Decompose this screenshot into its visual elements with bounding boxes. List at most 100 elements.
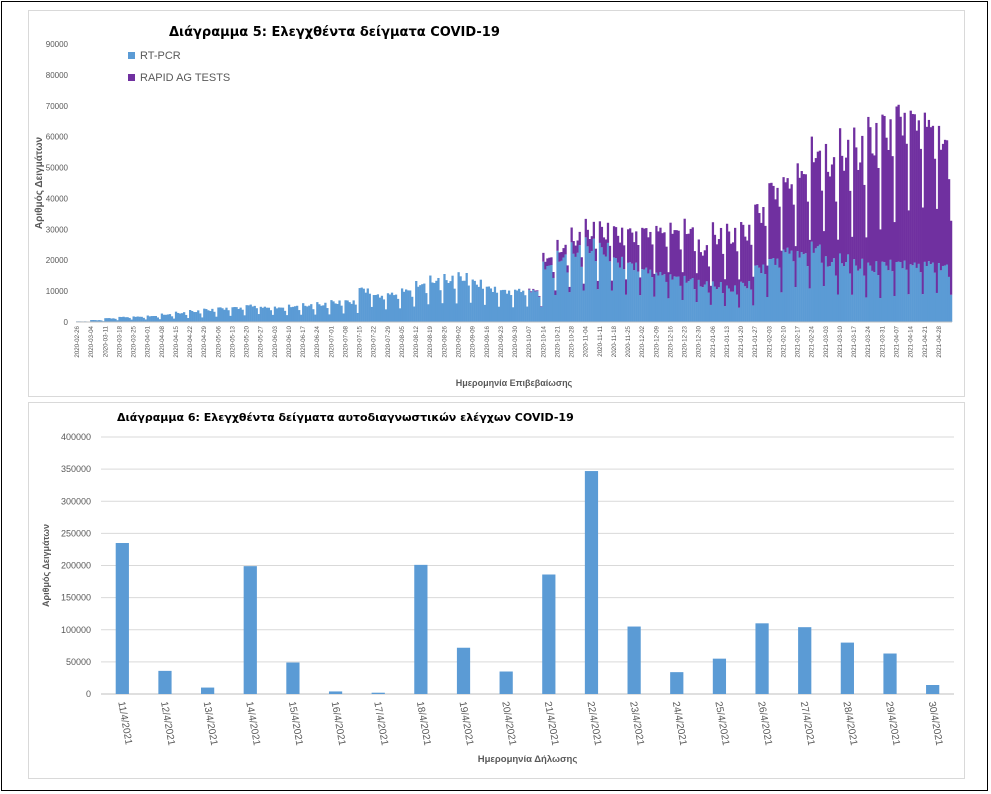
- bar-rt-pcr: [271, 314, 275, 322]
- bar-rt-pcr: [548, 265, 551, 322]
- bar-rt-pcr: [160, 313, 164, 322]
- bar-rt-pcr: [467, 285, 470, 322]
- bar-rt-pcr: [219, 307, 222, 322]
- bar-rapid-ag: [556, 239, 559, 251]
- x-tick-label: 2021-01-27: [752, 325, 759, 357]
- bar-rt-pcr: [318, 304, 321, 322]
- bar-rt-pcr: [544, 269, 547, 322]
- bar-rapid-ag: [738, 279, 741, 308]
- bar-rt-pcr: [931, 262, 935, 322]
- bar-rt-pcr: [281, 307, 285, 322]
- bar-rapid-ag: [717, 239, 721, 288]
- bar-rt-pcr: [734, 285, 737, 322]
- bar-rapid-ag: [907, 210, 910, 295]
- bar-rapid-ag: [756, 204, 759, 266]
- bar-rapid-ag: [614, 227, 618, 259]
- bar-rt-pcr: [221, 308, 224, 322]
- bar-rapid-ag: [725, 223, 729, 286]
- bar-rt-pcr: [394, 294, 398, 322]
- y-tick-label: 0: [86, 689, 91, 699]
- bar-rapid-ag: [669, 222, 672, 275]
- bar-rt-pcr: [891, 271, 894, 322]
- bar-rt-pcr: [427, 304, 430, 322]
- bar-rt-pcr: [217, 307, 220, 322]
- x-tick-label: 14/4/2021: [243, 701, 262, 747]
- bar-rapid-ag: [810, 136, 813, 242]
- x-tick-label: 2020-07-29: [385, 325, 392, 357]
- bar-rapid-ag: [649, 231, 652, 270]
- x-tick-label: 2020-02-26: [74, 325, 81, 357]
- bar-rt-pcr: [748, 281, 751, 322]
- bar-rapid-ag: [796, 163, 799, 252]
- bar-rapid-ag: [746, 240, 749, 289]
- bar-rapid-ag: [925, 126, 929, 267]
- bar-rt-pcr: [122, 316, 125, 322]
- selftests-chart: Διάγραμμα 6: Ελεγχθέντα δείγματα αυτοδια…: [41, 411, 954, 765]
- bar-rapid-ag: [877, 167, 880, 276]
- bar-selftests: [115, 543, 129, 694]
- bar-rt-pcr: [727, 288, 731, 322]
- x-tick-label: 2021-03-31: [879, 325, 886, 357]
- x-tick-label: 22/4/2021: [585, 701, 604, 747]
- x-tick-label: 19/4/2021: [457, 701, 476, 747]
- bar-rt-pcr: [338, 300, 341, 322]
- bar-rapid-ag: [643, 228, 646, 270]
- bar-rapid-ag: [828, 176, 832, 267]
- bar-rt-pcr: [402, 291, 406, 322]
- x-tick-label: 2020-04-15: [173, 325, 180, 357]
- bar-rt-pcr: [501, 289, 505, 322]
- bar-rapid-ag: [576, 240, 579, 253]
- y-tick-label: 90000: [46, 40, 69, 49]
- bar-rapid-ag: [830, 164, 834, 263]
- bar-rt-pcr: [629, 262, 632, 322]
- bar-rt-pcr: [937, 263, 941, 322]
- bar-rapid-ag: [635, 231, 638, 263]
- bar-rapid-ag: [534, 290, 537, 292]
- bar-rapid-ag: [691, 227, 694, 279]
- bar-rapid-ag: [889, 119, 892, 260]
- bar-rt-pcr: [847, 254, 850, 322]
- bar-rt-pcr: [453, 288, 456, 322]
- bar-rt-pcr: [746, 288, 749, 322]
- bar-rt-pcr: [263, 306, 266, 322]
- bar-rt-pcr: [362, 288, 365, 322]
- bar-rt-pcr: [679, 285, 682, 322]
- bar-rt-pcr: [871, 270, 874, 322]
- bar-rt-pcr: [540, 306, 543, 322]
- bar-rt-pcr: [100, 320, 103, 322]
- bar-rt-pcr: [812, 252, 815, 322]
- bar-rt-pcr: [104, 318, 107, 322]
- bar-rapid-ag: [612, 226, 616, 258]
- bar-rapid-ag: [780, 250, 783, 293]
- x-tick-label: 2020-05-20: [244, 325, 251, 357]
- bar-rt-pcr: [114, 318, 117, 322]
- bar-rt-pcr: [814, 248, 818, 322]
- bar-rapid-ag: [548, 257, 551, 266]
- x-tick-label: 13/4/2021: [201, 701, 220, 747]
- bar-rt-pcr: [289, 307, 293, 322]
- bar-rapid-ag: [675, 230, 678, 277]
- bar-rapid-ag: [695, 273, 698, 303]
- bar-rapid-ag: [949, 220, 953, 295]
- bar-rt-pcr: [570, 242, 573, 322]
- x-tick-label: 24/4/2021: [670, 701, 689, 747]
- bar-rt-pcr: [826, 266, 830, 322]
- bar-rt-pcr: [376, 294, 380, 322]
- bar-rapid-ag: [883, 115, 886, 263]
- bar-rapid-ag: [802, 174, 805, 255]
- bar-rt-pcr: [251, 306, 254, 322]
- bar-rt-pcr: [277, 307, 281, 322]
- bar-rt-pcr: [259, 306, 262, 322]
- bar-rapid-ag: [840, 155, 844, 264]
- bar-rt-pcr: [152, 316, 155, 322]
- bar-rapid-ag: [697, 239, 700, 280]
- bar-rapid-ag: [754, 204, 757, 266]
- x-tick-label: 2021-02-03: [766, 325, 773, 357]
- bar-rt-pcr: [582, 290, 585, 322]
- bar-rt-pcr: [742, 282, 745, 322]
- bar-rapid-ag: [580, 257, 583, 267]
- bar-rt-pcr: [800, 252, 803, 322]
- bar-rapid-ag: [857, 169, 860, 271]
- bar-rapid-ag: [798, 177, 801, 258]
- bar-rt-pcr: [627, 262, 630, 322]
